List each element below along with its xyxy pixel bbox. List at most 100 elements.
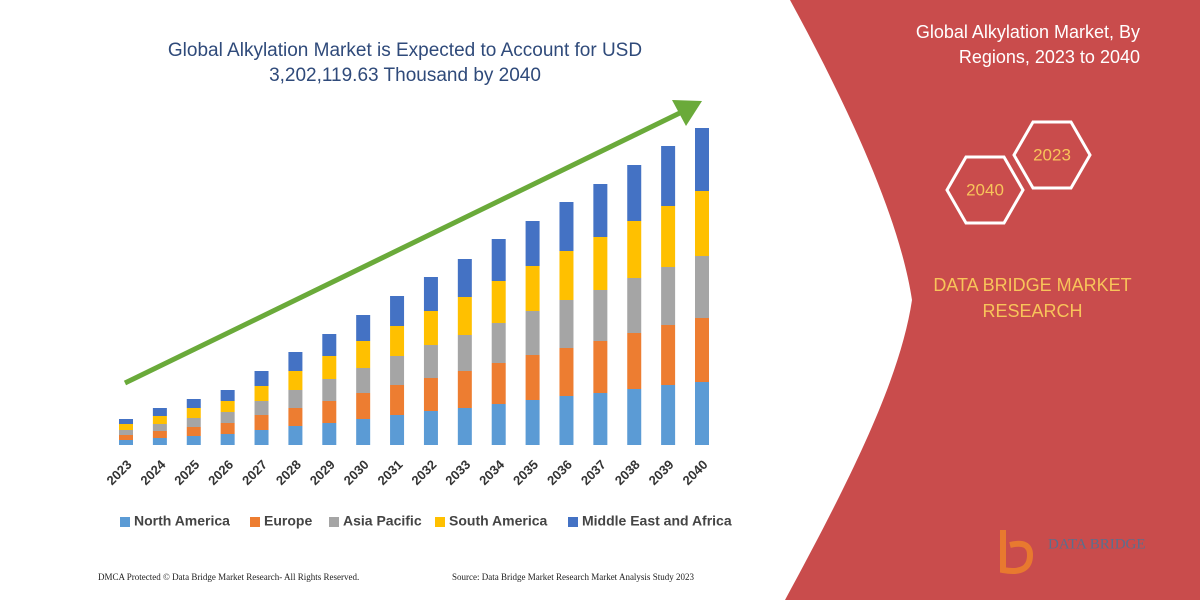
x-tick-label: 2024 [137, 456, 169, 488]
bar-segment [288, 371, 303, 390]
bar-segment [356, 419, 371, 445]
bar-segment [356, 368, 371, 393]
footer-note: DMCA Protected © Data Bridge Market Rese… [98, 572, 360, 582]
legend-label: Europe [264, 513, 312, 529]
bar-segment [627, 278, 642, 333]
brand: DATA BRIDGE MARKET RESEARCH [933, 275, 1132, 321]
bar-segment [627, 221, 642, 278]
legend-label: South America [449, 513, 547, 529]
hex-label: 2040 [966, 180, 1004, 199]
bar-segment [423, 277, 438, 311]
bar-segment [695, 191, 709, 256]
logo: DATA BRIDGE [1000, 530, 1146, 574]
bar-segment [220, 390, 235, 401]
chart-title: Global Alkylation Market is Expected to … [167, 40, 643, 86]
bar-segment [186, 408, 201, 418]
bar-segment [119, 424, 133, 430]
bar-segment [593, 290, 608, 341]
bar-segment [457, 335, 472, 371]
bar-segment [119, 430, 133, 435]
bar-segment [288, 408, 303, 426]
bar-segment [220, 434, 235, 445]
bar-segment [322, 423, 337, 445]
bar-segment [525, 400, 540, 445]
bar-segment [525, 221, 540, 266]
arrow-head [672, 100, 702, 126]
bar-segment [661, 267, 676, 325]
bar-segment [119, 440, 133, 445]
hex-label: 2023 [1033, 145, 1071, 164]
bar-segment [423, 411, 438, 445]
legend-label: Asia Pacific [343, 513, 422, 529]
bar-segment [423, 311, 438, 345]
legend-swatch [250, 517, 260, 527]
bar-segment [390, 385, 405, 415]
x-tick-label: 2023 [103, 457, 134, 488]
legend-swatch [435, 517, 445, 527]
x-tick-label: 2028 [273, 457, 304, 488]
bar-segment [356, 393, 371, 419]
bar-segment [661, 385, 676, 445]
legend-label: North America [134, 513, 230, 529]
legend-swatch [568, 517, 578, 527]
bar-segment [525, 266, 540, 311]
bar-segment [593, 341, 608, 393]
bar-segment [322, 379, 337, 401]
bar-segment [559, 396, 574, 445]
bar-segment [661, 206, 676, 267]
bar-segment [254, 430, 269, 445]
bar-segment [491, 363, 506, 404]
side-panel [785, 0, 1200, 600]
bar-segment [288, 390, 303, 408]
bar-segment [152, 424, 167, 431]
bar-segment [695, 256, 709, 318]
x-tick-label: 2036 [544, 457, 575, 488]
bar-segment [457, 259, 472, 297]
bar-segment [220, 412, 235, 423]
bar-segment [559, 300, 574, 348]
bar-segment [491, 323, 506, 363]
bar-segment [322, 334, 337, 356]
bar-segment [152, 408, 167, 416]
x-tick-label: 2026 [205, 457, 236, 488]
bar-segment [186, 427, 201, 436]
bar-segment [390, 296, 405, 326]
bar-segment [457, 371, 472, 408]
bar-segment [423, 378, 438, 411]
bar-segment [152, 416, 167, 424]
bar-segment [457, 297, 472, 335]
x-tick-label: 2030 [341, 457, 372, 488]
bar-segment [593, 184, 608, 237]
logo-text: DATA BRIDGE [1048, 536, 1146, 552]
bar-segment [661, 146, 676, 206]
x-tick-label: 2027 [239, 457, 270, 488]
bar-segment [525, 355, 540, 400]
x-tick-label: 2038 [612, 457, 643, 488]
bar-segment [254, 415, 269, 430]
bar-segment [288, 426, 303, 445]
bar-segment [119, 419, 133, 424]
bar-segment [254, 386, 269, 401]
x-tick-label: 2029 [307, 457, 338, 488]
x-tick-label: 2034 [476, 456, 508, 488]
bar-segment [186, 399, 201, 408]
hexagon [1012, 120, 1092, 190]
bar-segment [559, 202, 574, 251]
bar-segment [491, 281, 506, 323]
x-tick-label: 2031 [375, 457, 406, 488]
legend-swatch [329, 517, 339, 527]
hexagon [945, 155, 1025, 225]
legend-swatch [120, 517, 130, 527]
bar-segment [593, 393, 608, 445]
bar-segment [152, 438, 167, 445]
bar-segment [695, 318, 709, 382]
bar-segment [695, 382, 709, 445]
bar-segment [491, 404, 506, 445]
x-tick-label: 2025 [171, 457, 202, 488]
footer-source: Source: Data Bridge Market Research Mark… [452, 572, 694, 582]
bar-segment [457, 408, 472, 445]
bar-segment [390, 326, 405, 356]
bar-segment [322, 401, 337, 423]
